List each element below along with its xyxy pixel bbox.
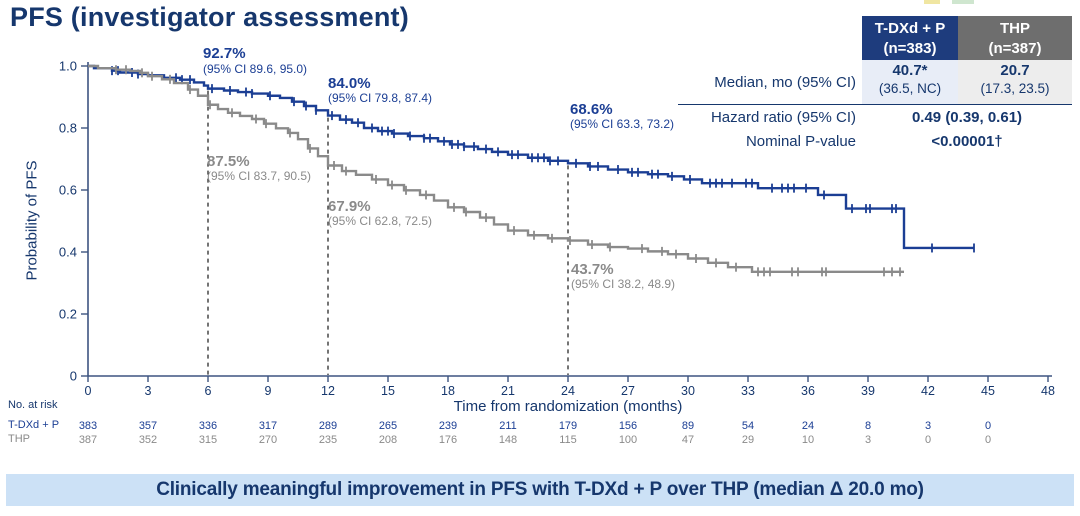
at-risk-value-thp: 208 (379, 434, 397, 446)
at-risk-value-tdxd: 383 (79, 420, 97, 432)
stats-median-tdxd-value: 40.7* (892, 62, 928, 79)
x-tick-label: 3 (145, 384, 152, 398)
y-tick-label: 0 (70, 369, 77, 384)
stats-median-thp-cell: 20.7 (17.3, 23.5) (958, 60, 1072, 104)
at-risk-title: No. at risk (8, 399, 58, 411)
x-tick-label: 30 (681, 384, 695, 398)
at-risk-value-tdxd: 317 (259, 420, 277, 432)
y-tick-label: 0.2 (59, 307, 77, 322)
x-tick-label: 12 (321, 384, 335, 398)
landmark-ci-tdxd-12mo: (95% CI 79.8, 87.4) (328, 91, 432, 105)
at-risk-value-tdxd: 289 (319, 420, 337, 432)
takeaway-banner: Clinically meaningful improvement in PFS… (6, 474, 1074, 506)
x-tick-label: 45 (981, 384, 995, 398)
y-axis-label: Probability of PFS (23, 160, 41, 281)
at-risk-value-thp: 176 (439, 434, 457, 446)
cropped-logo-artifact (924, 0, 940, 4)
stats-median-tdxd-ci: (36.5, NC) (878, 80, 942, 96)
x-tick-label: 0 (85, 384, 92, 398)
landmark-ci-thp-6mo: (95% CI 83.7, 90.5) (207, 169, 311, 183)
y-tick-label: 0.4 (59, 245, 77, 260)
at-risk-value-tdxd: 89 (682, 420, 694, 432)
x-tick-label: 21 (501, 384, 515, 398)
x-tick-label: 15 (381, 384, 395, 398)
km-chart: 1.00.80.60.40.200 3 6 9 12 15 18 21 24 27 30 33 36 39… (59, 45, 1055, 446)
x-tick-label: 18 (441, 384, 455, 398)
stats-hazard-value: 0.49 (0.39, 0.61) (862, 104, 1072, 129)
at-risk-value-thp: 100 (619, 434, 637, 446)
at-risk-value-thp: 235 (319, 434, 337, 446)
at-risk-value-tdxd: 211 (499, 420, 517, 432)
stats-col-header-thp-n: (n=387) (988, 39, 1042, 57)
stats-col-header-tdxd-n: (n=383) (883, 39, 937, 57)
landmark-pct-thp-12mo: 67.9% (328, 198, 371, 215)
at-risk-value-thp: 0 (985, 434, 991, 446)
x-tick-label: 6 (205, 384, 212, 398)
at-risk-value-tdxd: 156 (619, 420, 637, 432)
x-tick-label: 33 (741, 384, 755, 398)
at-risk-row-label-thp: THP (8, 433, 30, 445)
landmark-ci-thp-24mo: (95% CI 38.2, 48.9) (571, 277, 675, 291)
x-axis-label: Time from randomization (months) (453, 398, 683, 415)
km-curve-tdxd (88, 64, 974, 250)
cropped-logo-artifact (952, 0, 974, 4)
at-risk-value-tdxd: 336 (199, 420, 217, 432)
x-tick-label: 9 (265, 384, 272, 398)
at-risk-value-thp: 3 (865, 434, 871, 446)
stats-row-label-pvalue: Nominal P-value (745, 133, 856, 150)
page-title: PFS (investigator assessment) (10, 2, 409, 32)
x-tick-label: 39 (861, 384, 875, 398)
landmark-pct-thp-24mo: 43.7% (571, 261, 614, 278)
landmark-ci-tdxd-6mo: (95% CI 89.6, 95.0) (203, 62, 307, 76)
at-risk-value-thp: 29 (742, 434, 754, 446)
stats-table: T-DXd + P (n=383) THP (n=387) Median, mo… (678, 16, 1072, 154)
x-tick-label: 36 (801, 384, 815, 398)
stats-median-thp-value: 20.7 (1000, 62, 1030, 79)
stats-row-label-hazard: Hazard ratio (95% CI) (678, 104, 862, 129)
x-tick-label: 42 (921, 384, 935, 398)
at-risk-value-tdxd: 8 (865, 420, 871, 432)
at-risk-value-tdxd: 54 (742, 420, 754, 432)
landmark-pct-tdxd-12mo: 84.0% (328, 75, 371, 92)
at-risk-value-thp: 315 (199, 434, 217, 446)
at-risk-value-thp: 115 (559, 434, 577, 446)
landmark-pct-tdxd-24mo: 68.6% (570, 101, 613, 118)
stats-col-header-tdxd: T-DXd + P (n=383) (862, 16, 958, 60)
x-tick-label: 27 (621, 384, 635, 398)
at-risk-value-tdxd: 239 (439, 420, 457, 432)
landmark-pct-thp-6mo: 87.5% (207, 153, 250, 170)
at-risk-value-tdxd: 0 (985, 420, 991, 432)
km-curve-thp (88, 64, 904, 274)
landmark-pct-tdxd-6mo: 92.7% (203, 45, 246, 62)
landmark-ci-tdxd-24mo: (95% CI 63.3, 73.2) (570, 117, 674, 131)
at-risk-value-thp: 387 (79, 434, 97, 446)
stats-col-header-thp: THP (n=387) (958, 16, 1072, 60)
at-risk-value-thp: 352 (139, 434, 157, 446)
at-risk-value-thp: 270 (259, 434, 277, 446)
at-risk-value-thp: 0 (925, 434, 931, 446)
at-risk-value-tdxd: 265 (379, 420, 397, 432)
at-risk-value-tdxd: 3 (925, 420, 931, 432)
x-tick-label: 24 (561, 384, 575, 398)
y-tick-label: 0.8 (59, 121, 77, 136)
x-tick-label: 48 (1041, 384, 1055, 398)
stats-corner-spacer (678, 16, 862, 60)
y-tick-label: 1.0 (59, 59, 77, 74)
at-risk-row-label-tdxd: T-DXd + P (8, 419, 60, 431)
stats-median-thp-ci: (17.3, 23.5) (980, 80, 1050, 96)
stats-row-label-median: Median, mo (95% CI) (714, 73, 856, 91)
at-risk-value-tdxd: 357 (139, 420, 157, 432)
at-risk-value-tdxd: 24 (802, 420, 814, 432)
at-risk-value-tdxd: 179 (559, 420, 577, 432)
stats-pvalue-value: <0.00001† (931, 133, 1003, 150)
landmark-ci-thp-12mo: (95% CI 62.8, 72.5) (328, 214, 432, 228)
stats-median-tdxd-cell: 40.7* (36.5, NC) (862, 60, 958, 104)
at-risk-value-thp: 148 (499, 434, 517, 446)
stats-col-header-tdxd-name: T-DXd + P (874, 20, 946, 37)
y-tick-label: 0.6 (59, 183, 77, 198)
at-risk-value-thp: 47 (682, 434, 694, 446)
stats-col-header-thp-name: THP (1000, 20, 1030, 37)
at-risk-value-thp: 10 (802, 434, 814, 446)
